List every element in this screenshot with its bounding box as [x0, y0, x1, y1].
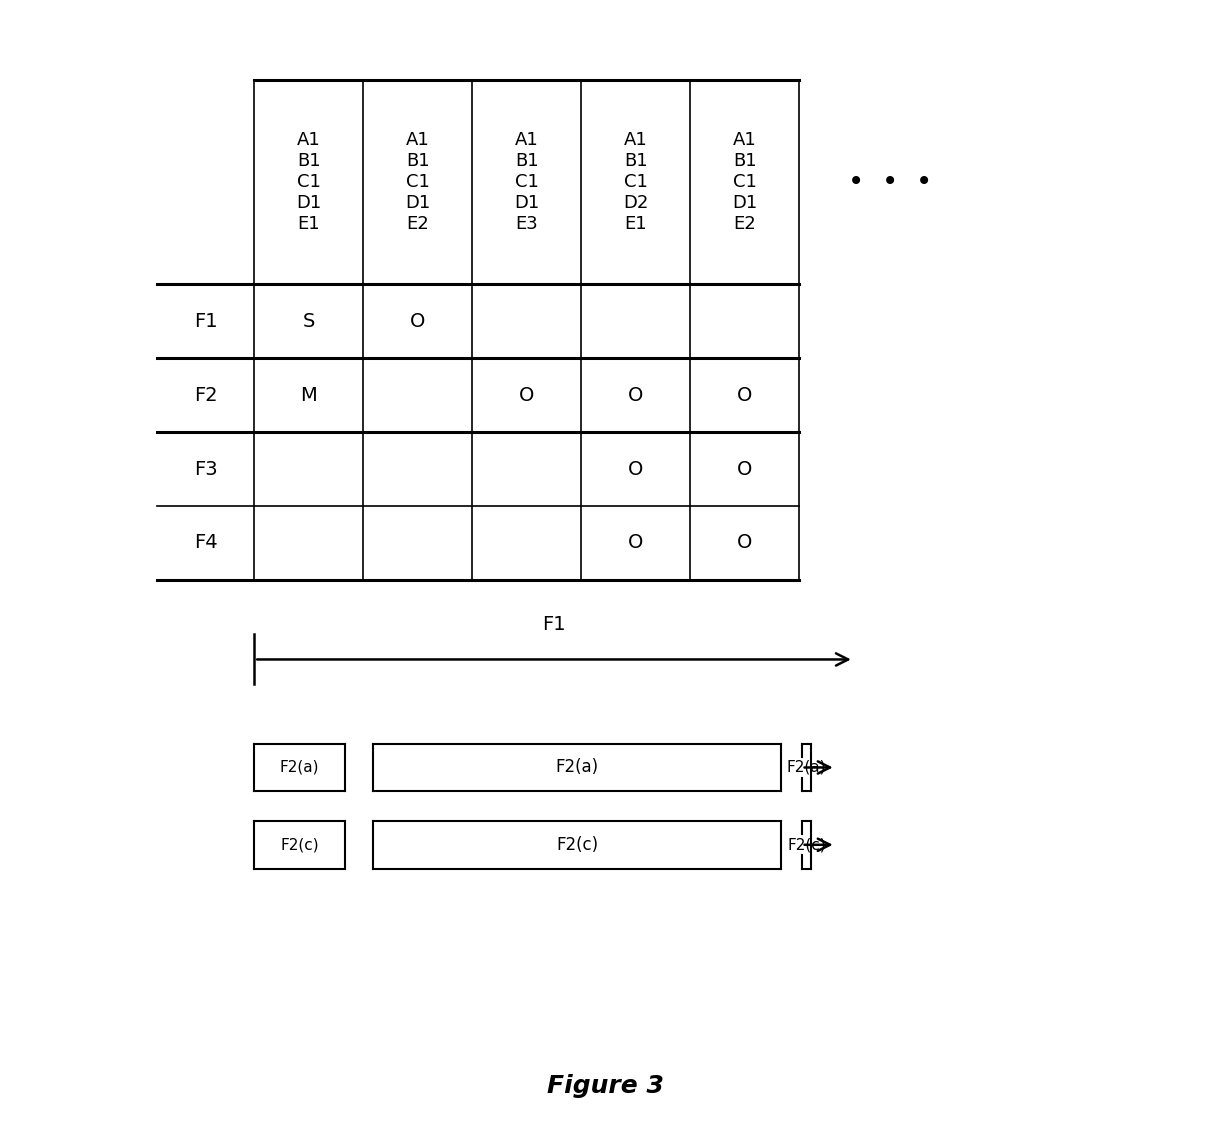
- Text: O: O: [737, 533, 752, 553]
- Text: F2(a): F2(a): [787, 760, 826, 775]
- Text: O: O: [629, 385, 643, 405]
- Text: M: M: [300, 385, 317, 405]
- Text: F2(a): F2(a): [556, 758, 598, 777]
- Text: F2(a): F2(a): [280, 760, 320, 775]
- Text: O: O: [737, 459, 752, 479]
- Text: •  •  •: • • •: [848, 168, 932, 196]
- Text: F1: F1: [194, 312, 218, 331]
- Text: Figure 3: Figure 3: [547, 1073, 664, 1098]
- Text: A1
B1
C1
D1
E2: A1 B1 C1 D1 E2: [406, 131, 430, 233]
- Text: F2(c): F2(c): [281, 837, 318, 853]
- Text: A1
B1
C1
D2
E1: A1 B1 C1 D2 E1: [624, 131, 648, 233]
- Text: O: O: [629, 459, 643, 479]
- Text: O: O: [629, 533, 643, 553]
- Text: S: S: [303, 312, 315, 331]
- Text: F2: F2: [194, 385, 218, 405]
- Text: A1
B1
C1
D1
E1: A1 B1 C1 D1 E1: [297, 131, 321, 233]
- Text: F4: F4: [194, 533, 218, 553]
- Text: F2(c): F2(c): [787, 837, 826, 853]
- Text: F1: F1: [543, 615, 566, 634]
- Text: A1
B1
C1
D1
E3: A1 B1 C1 D1 E3: [515, 131, 539, 233]
- Text: F2(c): F2(c): [556, 836, 598, 854]
- Text: O: O: [520, 385, 534, 405]
- Text: F3: F3: [194, 459, 218, 479]
- Text: O: O: [737, 385, 752, 405]
- Text: A1
B1
C1
D1
E2: A1 B1 C1 D1 E2: [733, 131, 757, 233]
- Text: O: O: [411, 312, 425, 331]
